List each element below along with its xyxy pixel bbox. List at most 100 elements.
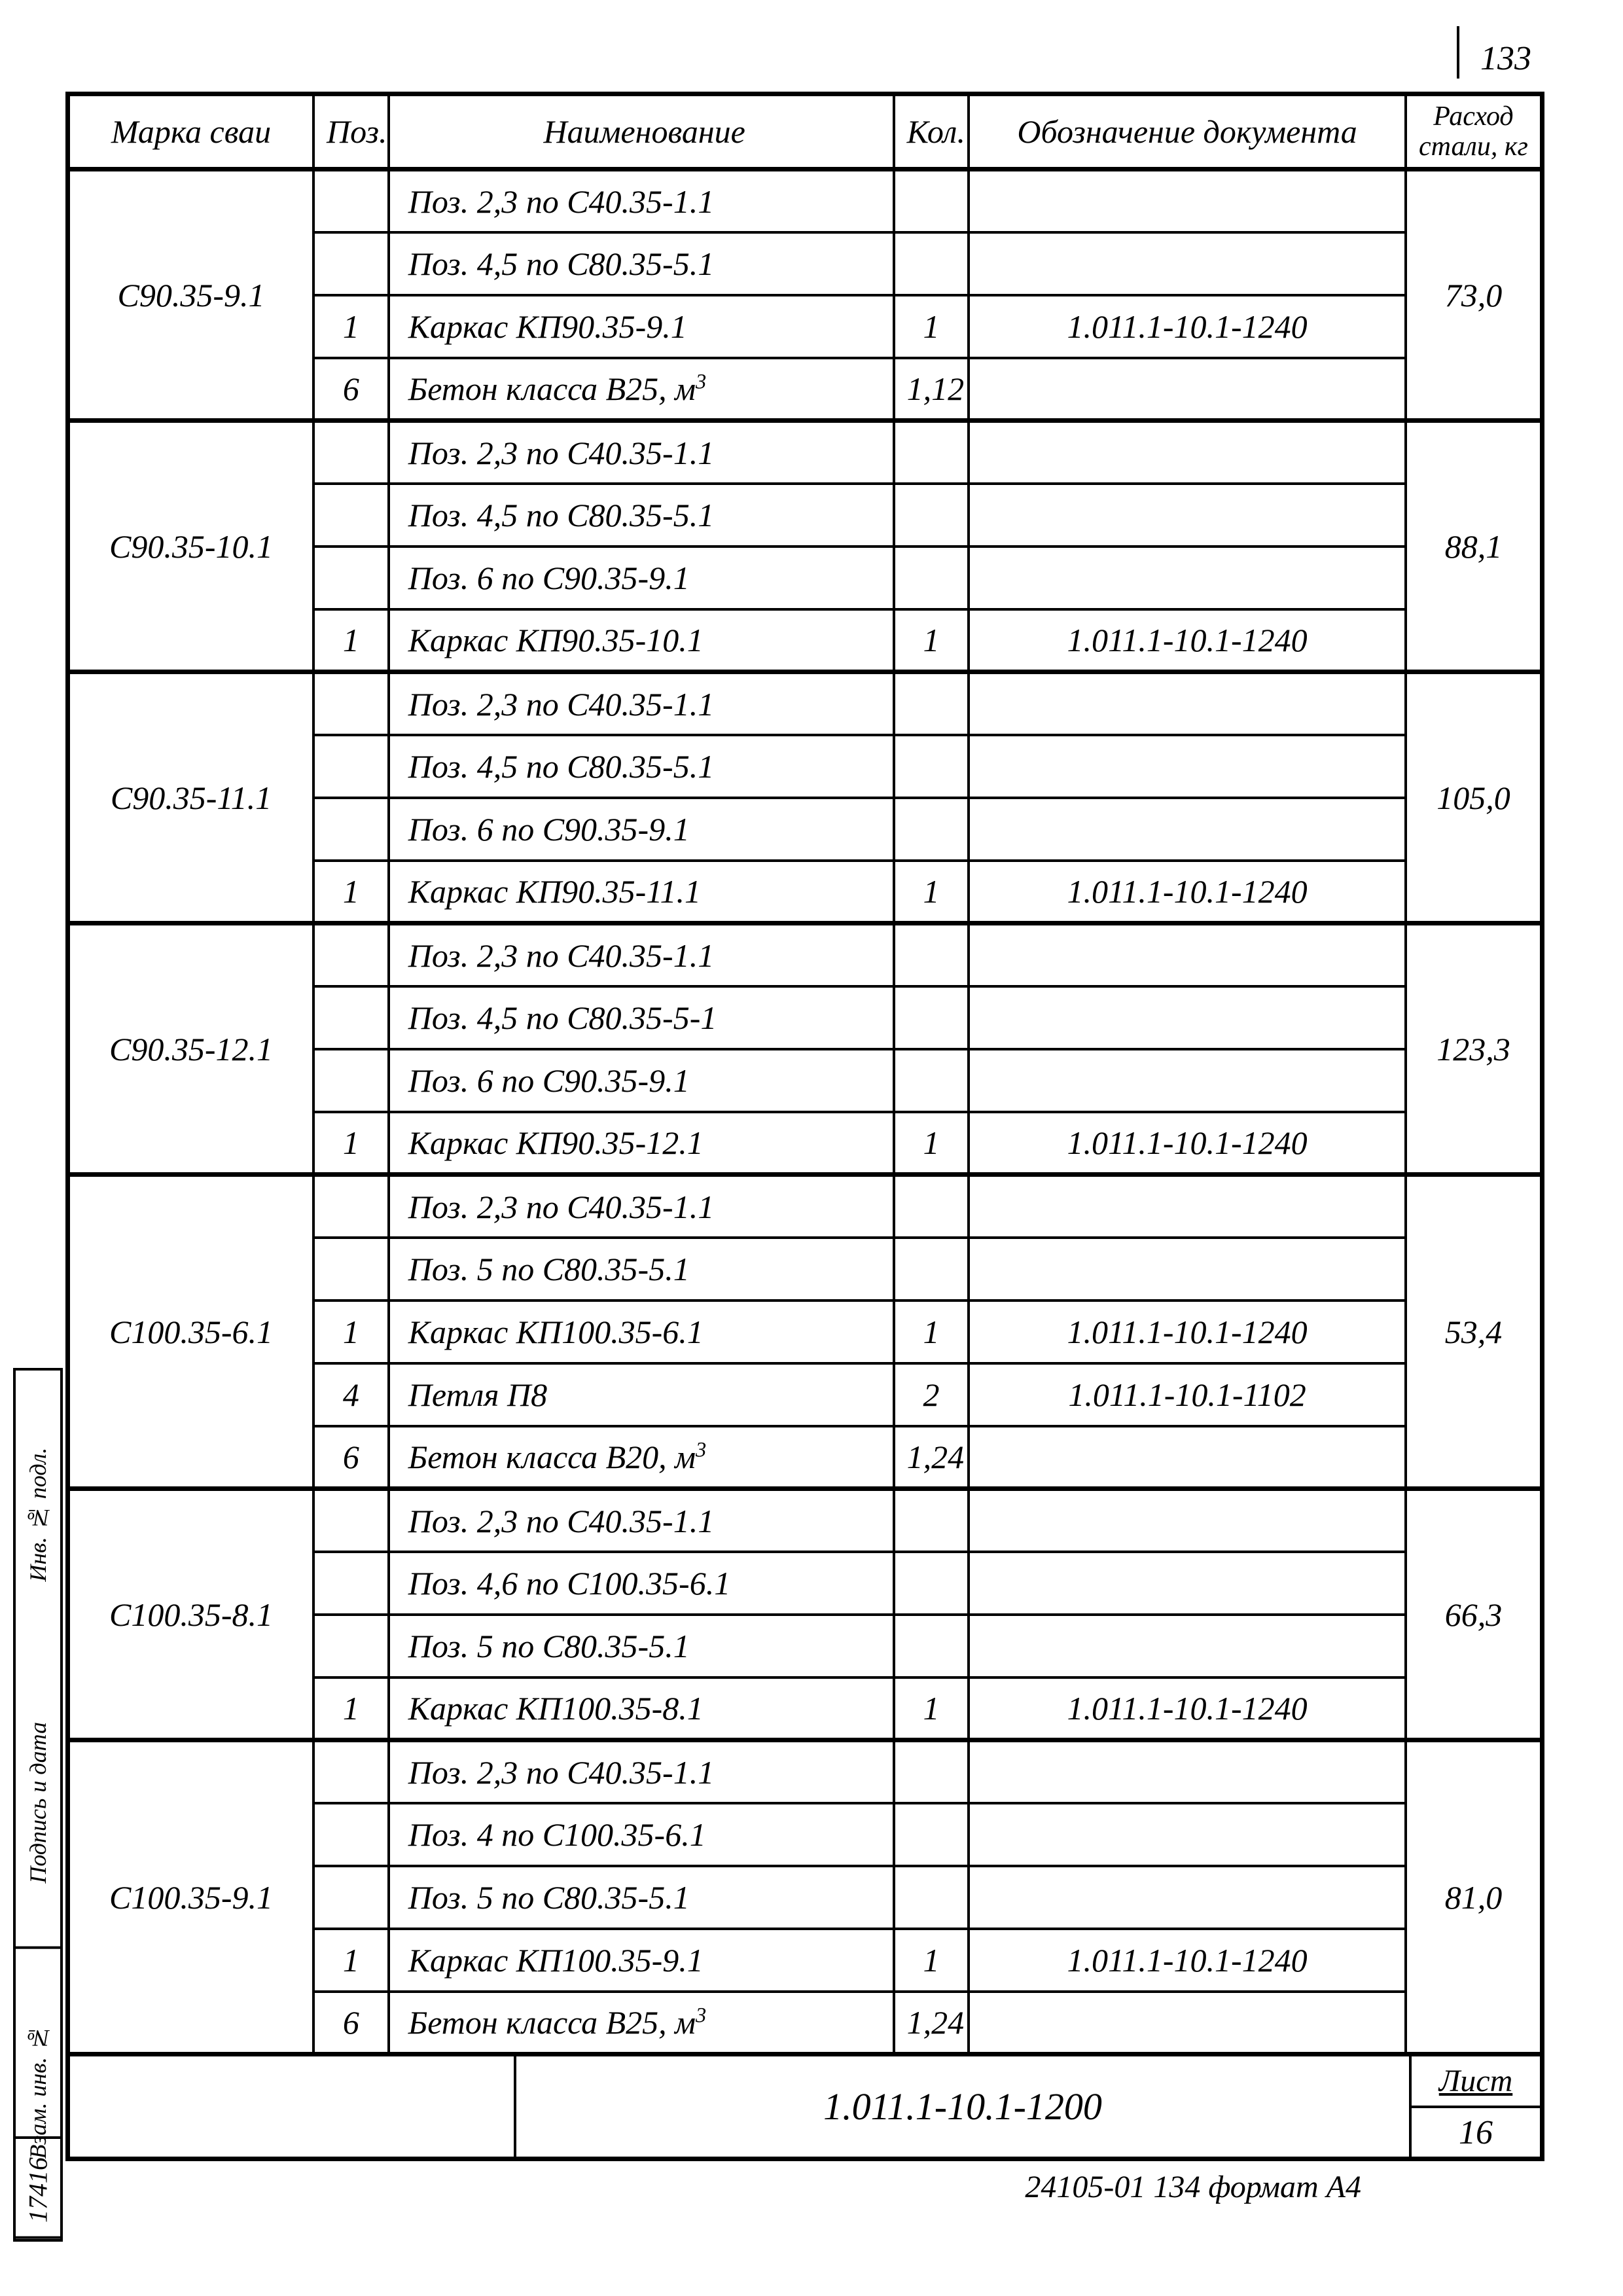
th-rash: Расход стали, кг — [1406, 94, 1543, 170]
cell-oboz — [969, 1238, 1406, 1300]
sheet-box: Лист 16 — [1409, 2056, 1540, 2157]
cell-naim: Бетон класса В20, м3 — [389, 1426, 894, 1489]
cell-naim: Поз. 5 по С80.35-5.1 — [389, 1866, 894, 1929]
cell-rash: 73,0 — [1406, 170, 1543, 421]
cell-poz — [313, 170, 389, 232]
cell-oboz — [969, 986, 1406, 1049]
cell-kol — [894, 1489, 969, 1552]
title-block-left — [70, 2056, 516, 2157]
cell-kol — [894, 1615, 969, 1677]
sheet-number: 16 — [1412, 2108, 1540, 2157]
side-cell-inv: Инв. № подл. — [16, 1371, 60, 1659]
cell-kol — [894, 232, 969, 295]
cell-oboz: 1.011.1-10.1-1240 — [969, 1929, 1406, 1992]
cell-oboz — [969, 924, 1406, 986]
cell-oboz — [969, 1803, 1406, 1866]
cell-kol — [894, 924, 969, 986]
cell-marka: С90.35-11.1 — [68, 672, 314, 924]
cell-rash: 105,0 — [1406, 672, 1543, 924]
cell-kol — [894, 1803, 969, 1866]
cell-naim: Поз. 5 по С80.35-5.1 — [389, 1238, 894, 1300]
cell-poz: 1 — [313, 1300, 389, 1363]
cell-oboz — [969, 484, 1406, 547]
cell-kol: 1 — [894, 1677, 969, 1740]
table-row: С90.35-11.1Поз. 2,3 по С40.35-1.1105,0 — [68, 672, 1543, 735]
table-row: С90.35-10.1Поз. 2,3 по С40.35-1.188,1 — [68, 421, 1543, 484]
format-note: 24105-01 134 формат А4 — [1025, 2169, 1361, 2205]
cell-oboz — [969, 1740, 1406, 1803]
cell-poz — [313, 484, 389, 547]
cell-poz: 1 — [313, 861, 389, 924]
cell-naim: Поз. 4,5 по С80.35-5.1 — [389, 484, 894, 547]
cell-kol — [894, 1049, 969, 1112]
cell-kol — [894, 1740, 969, 1803]
cell-marka: С100.35-9.1 — [68, 1740, 314, 2054]
cell-kol — [894, 421, 969, 484]
side-inv-number: 17416 — [13, 2136, 63, 2241]
cell-poz: 1 — [313, 1112, 389, 1175]
cell-poz — [313, 1175, 389, 1238]
cell-kol — [894, 1866, 969, 1929]
cell-poz — [313, 986, 389, 1049]
cell-kol: 1 — [894, 295, 969, 358]
page-number-top: 133 — [1480, 39, 1531, 78]
cell-kol: 1 — [894, 609, 969, 672]
cell-poz — [313, 1238, 389, 1300]
cell-naim: Поз. 4,5 по С80.35-5-1 — [389, 986, 894, 1049]
cell-kol — [894, 672, 969, 735]
cell-naim: Поз. 2,3 по С40.35-1.1 — [389, 170, 894, 232]
cell-marka: С100.35-8.1 — [68, 1489, 314, 1740]
th-marka: Марка сваи — [68, 94, 314, 170]
cell-poz — [313, 924, 389, 986]
cell-oboz: 1.011.1-10.1-1240 — [969, 295, 1406, 358]
cell-poz — [313, 1489, 389, 1552]
cell-poz: 6 — [313, 1992, 389, 2054]
cell-poz: 4 — [313, 1363, 389, 1426]
cell-naim: Поз. 4,6 по С100.35-6.1 — [389, 1552, 894, 1615]
cell-poz — [313, 1803, 389, 1866]
cell-kol — [894, 170, 969, 232]
title-block: 1.011.1-10.1-1200 Лист 16 — [65, 2056, 1544, 2161]
cell-poz — [313, 672, 389, 735]
th-oboz: Обозначение документа — [969, 94, 1406, 170]
cell-marka: С90.35-9.1 — [68, 170, 314, 421]
cell-oboz — [969, 1992, 1406, 2054]
page-number-tick — [1457, 26, 1459, 79]
cell-oboz — [969, 170, 1406, 232]
sheet-label: Лист — [1412, 2056, 1540, 2108]
side-cell-podpis: Подпись и дата — [16, 1659, 60, 1949]
table-row: С100.35-9.1Поз. 2,3 по С40.35-1.181,0 — [68, 1740, 1543, 1803]
cell-poz — [313, 1740, 389, 1803]
cell-naim: Поз. 4,5 по С80.35-5.1 — [389, 735, 894, 798]
cell-marka: С90.35-10.1 — [68, 421, 314, 672]
cell-naim: Поз. 6 по С90.35-9.1 — [389, 798, 894, 861]
cell-kol: 1 — [894, 861, 969, 924]
cell-kol — [894, 484, 969, 547]
cell-poz: 6 — [313, 358, 389, 421]
cell-oboz: 1.011.1-10.1-1240 — [969, 1677, 1406, 1740]
cell-kol: 1 — [894, 1929, 969, 1992]
side-stamp: Взам. инв. № Подпись и дата Инв. № подл. — [13, 1368, 63, 2242]
cell-naim: Петля П8 — [389, 1363, 894, 1426]
cell-poz — [313, 1552, 389, 1615]
cell-oboz — [969, 1175, 1406, 1238]
cell-kol — [894, 798, 969, 861]
cell-kol: 1,24 — [894, 1426, 969, 1489]
drawing-sheet: Марка сваи Поз. Наименование Кол. Обозна… — [65, 92, 1544, 2161]
table-row: С100.35-6.1Поз. 2,3 по С40.35-1.153,4 — [68, 1175, 1543, 1238]
cell-poz — [313, 1615, 389, 1677]
cell-naim: Поз. 4,5 по С80.35-5.1 — [389, 232, 894, 295]
cell-naim: Поз. 2,3 по С40.35-1.1 — [389, 421, 894, 484]
table-row: С90.35-9.1Поз. 2,3 по С40.35-1.173,0 — [68, 170, 1543, 232]
cell-kol: 1 — [894, 1300, 969, 1363]
cell-poz — [313, 735, 389, 798]
cell-kol — [894, 1552, 969, 1615]
cell-rash: 81,0 — [1406, 1740, 1543, 2054]
cell-poz: 1 — [313, 1929, 389, 1992]
cell-naim: Поз. 6 по С90.35-9.1 — [389, 1049, 894, 1112]
cell-oboz — [969, 232, 1406, 295]
cell-kol: 1,24 — [894, 1992, 969, 2054]
cell-oboz — [969, 421, 1406, 484]
cell-naim: Каркас КП100.35-8.1 — [389, 1677, 894, 1740]
th-poz: Поз. — [313, 94, 389, 170]
